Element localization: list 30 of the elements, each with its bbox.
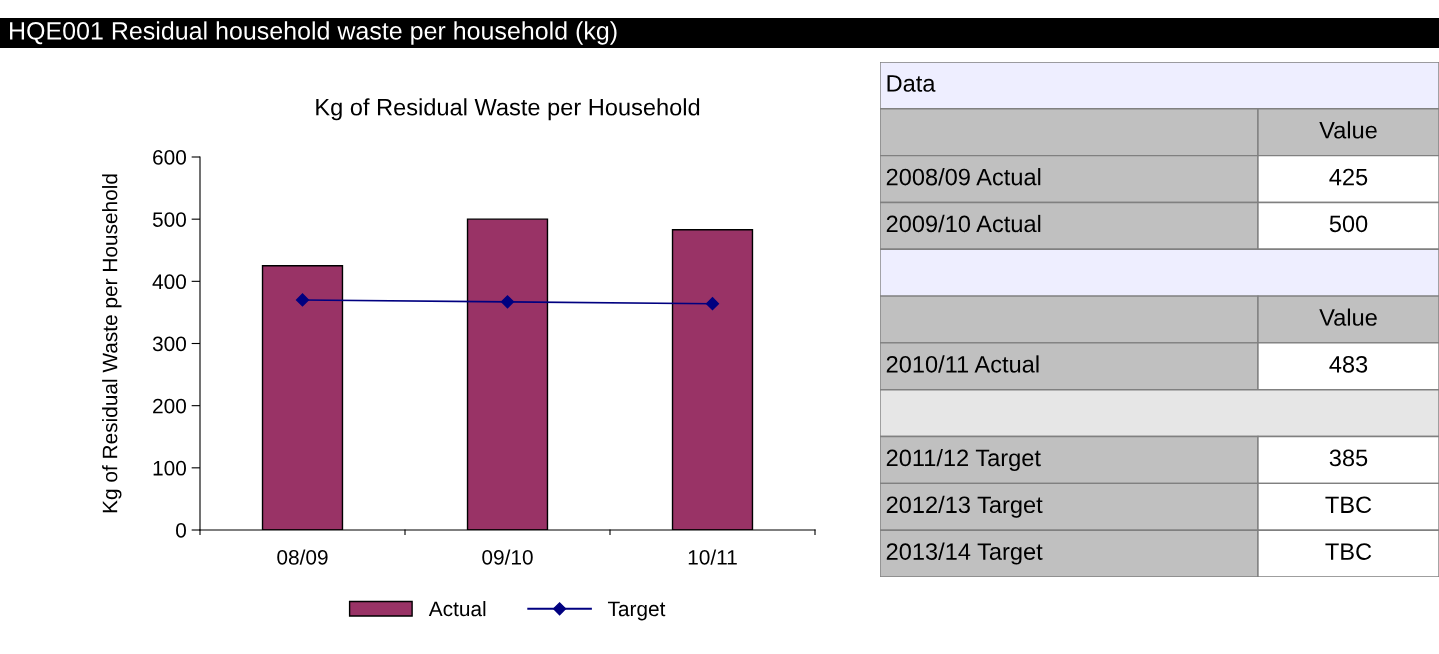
y-tick-label: 500 <box>152 212 186 227</box>
text: TBC <box>1325 496 1372 514</box>
x-tick-label: 10/11 <box>688 549 737 565</box>
category-label: 2009/10 Actual <box>886 214 1041 233</box>
y-axis-title: Kg of Residual Waste per Household <box>102 174 122 513</box>
text: 500 <box>1329 215 1368 233</box>
text: TBC <box>1325 543 1372 560</box>
chart-title: Kg of Residual Waste per Household <box>316 98 700 121</box>
y-tick-label: 200 <box>153 398 186 414</box>
text: Data <box>887 75 936 92</box>
text: Value <box>1319 308 1377 326</box>
text: Value <box>1319 121 1377 139</box>
legend-label: Target <box>607 601 666 621</box>
text: 385 <box>1329 449 1368 467</box>
y-tick-label: 300 <box>152 336 186 352</box>
category-label: 2008/09 Actual <box>886 168 1041 186</box>
category-label: 2013/14 Target <box>886 542 1043 565</box>
text: 425 <box>1329 168 1368 186</box>
category-label: 2011/12 Target <box>886 448 1041 471</box>
text: 483 <box>1329 355 1368 373</box>
y-tick-label: 400 <box>152 274 186 290</box>
category-label: 2010/11 Actual <box>886 355 1039 373</box>
x-tick-label: 09/10 <box>482 549 533 565</box>
y-tick-label: 100 <box>153 460 186 476</box>
y-tick-label: 600 <box>153 150 186 165</box>
y-tick-label: 0 <box>176 523 186 538</box>
category-label: 2012/13 Target <box>886 495 1043 518</box>
legend-label: Actual <box>428 600 486 617</box>
x-tick-label: 08/09 <box>277 549 328 565</box>
text: HQE001 Residual household waste per household (kg) <box>10 21 617 45</box>
